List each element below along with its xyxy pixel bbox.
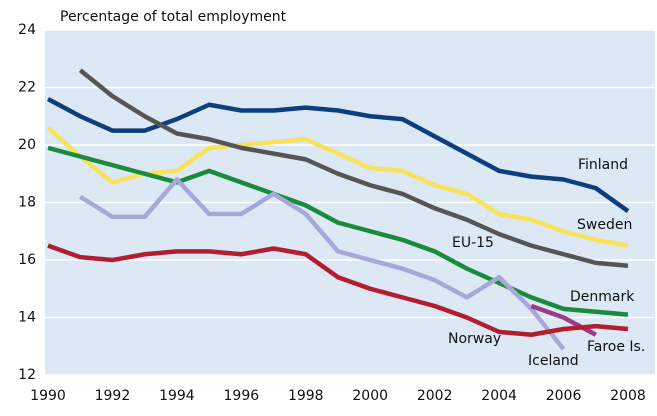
- x-tick-label: 1998: [288, 388, 324, 404]
- y-tick-label: 14: [18, 310, 36, 326]
- chart-title: Percentage of total employment: [60, 9, 287, 25]
- y-tick-label: 24: [18, 22, 36, 38]
- series-line: [47, 243, 629, 337]
- series-line: [78, 68, 629, 268]
- x-tick-label: 2000: [352, 388, 388, 404]
- x-tick-label: 2004: [481, 388, 517, 404]
- series-label: EU-15: [452, 235, 494, 251]
- y-tick-label: 18: [18, 195, 36, 211]
- y-tick-label: 12: [18, 367, 36, 383]
- series-line: [46, 97, 630, 213]
- x-tick-label: 1996: [224, 388, 260, 404]
- x-tick-label: 2002: [417, 388, 453, 404]
- x-tick-label: 1992: [95, 388, 131, 404]
- x-tick-label: 1990: [30, 388, 66, 404]
- series-line: [47, 145, 629, 317]
- x-tick-label: 1994: [159, 388, 195, 404]
- x-tick-label: 2006: [546, 388, 582, 404]
- y-tick-label: 16: [18, 252, 36, 268]
- series-label: Denmark: [570, 289, 635, 305]
- series-label: Faroe Is.: [587, 339, 645, 355]
- series-line: [79, 177, 566, 351]
- series-label: Iceland: [528, 353, 579, 369]
- x-tick-label: 2008: [610, 388, 646, 404]
- y-tick-label: 22: [18, 80, 36, 96]
- series-label: Finland: [578, 157, 628, 173]
- series-label: Sweden: [577, 217, 632, 233]
- series-label: Norway: [448, 331, 501, 347]
- y-tick-label: 20: [18, 137, 36, 153]
